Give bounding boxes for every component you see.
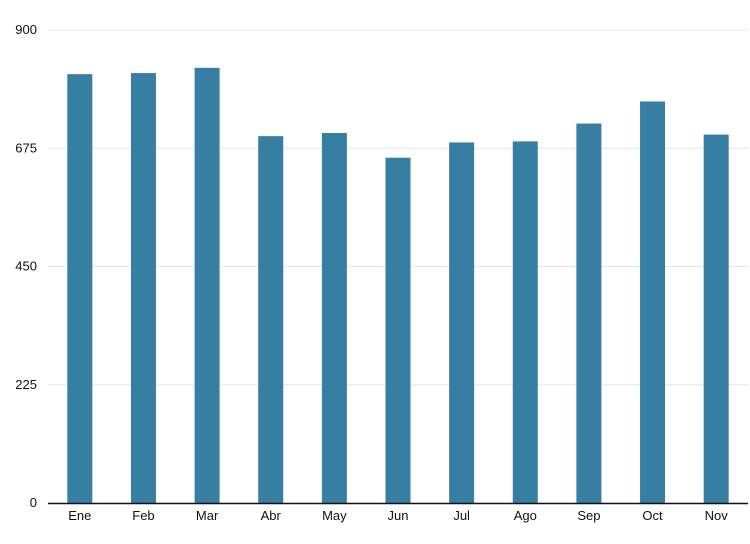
x-tick-label: Ene [68, 508, 91, 523]
x-tick-label: Mar [196, 508, 219, 523]
x-tick-label: Ago [514, 508, 537, 523]
bar-nov [703, 134, 729, 503]
x-tick-label: Abr [261, 508, 282, 523]
x-tick-label: Feb [132, 508, 154, 523]
x-tick-labels: Ene Feb Mar Abr May Jun Jul Ago Sep Oct Nov [68, 508, 728, 523]
y-tick-label: 0 [30, 495, 37, 510]
bar-feb [130, 73, 156, 504]
x-tick-label: Jun [388, 508, 409, 523]
bar-oct [640, 101, 666, 503]
y-tick-label: 675 [15, 140, 37, 155]
y-tick-label: 900 [15, 22, 37, 37]
bar-abr [258, 136, 284, 503]
bar-may [321, 133, 347, 503]
bar-ago [512, 141, 538, 503]
bar-jul [449, 142, 475, 504]
bars [67, 67, 729, 504]
x-tick-label: Jul [453, 508, 470, 523]
x-tick-label: Nov [705, 508, 729, 523]
bar-mar [194, 67, 220, 503]
x-tick-label: Sep [577, 508, 600, 523]
bar-sep [576, 123, 602, 503]
y-tick-label: 225 [15, 377, 37, 392]
bar-ene [67, 74, 93, 503]
x-tick-label: May [322, 508, 347, 523]
y-tick-labels: 0 225 450 675 900 [15, 22, 37, 510]
y-tick-label: 450 [15, 259, 37, 274]
x-tick-label: Oct [642, 508, 663, 523]
bar-jun [385, 157, 411, 503]
